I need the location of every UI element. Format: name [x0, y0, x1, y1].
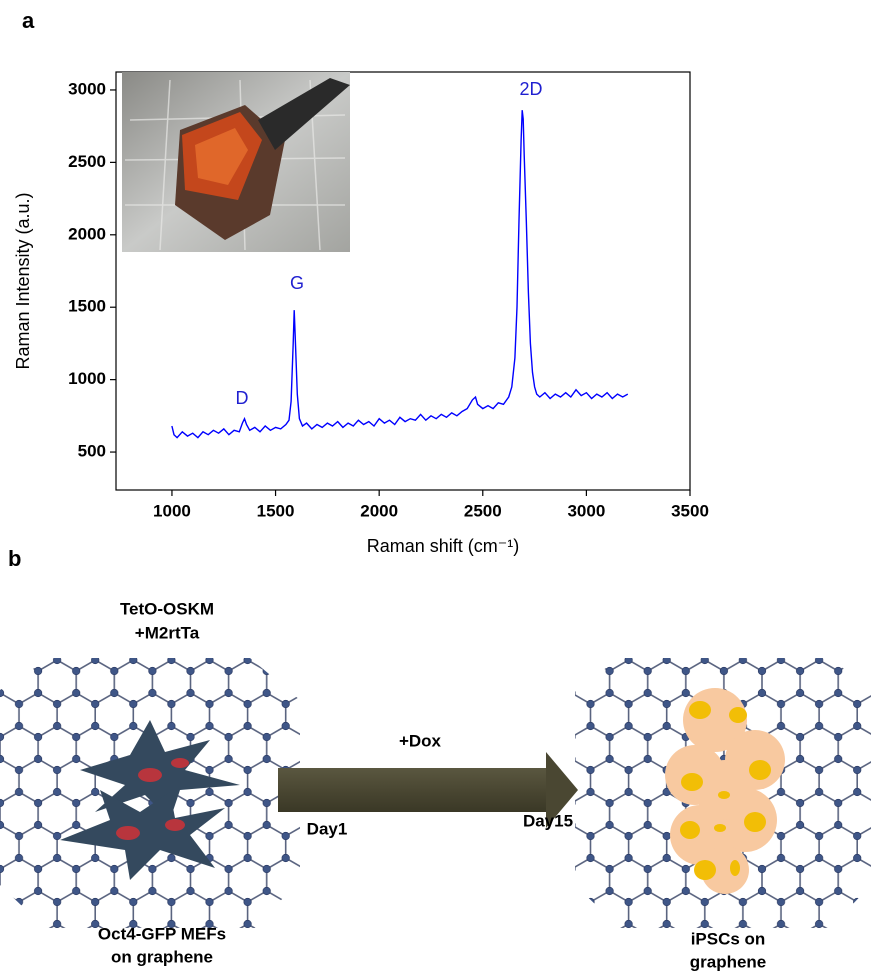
peak-label: G	[290, 273, 304, 293]
inset-photo	[122, 72, 350, 252]
x-tick-label: 2000	[360, 501, 398, 520]
panel-label: b	[8, 546, 21, 571]
x-tick-label: 1000	[153, 501, 191, 520]
y-axis-label: Raman Intensity (a.u.)	[13, 192, 33, 369]
peak-label: D	[236, 388, 249, 408]
x-axis-label: Raman shift (cm⁻¹)	[367, 536, 520, 556]
x-tick-label: 3500	[671, 501, 709, 520]
x-tick-label: 2500	[464, 501, 502, 520]
vector-label: TetO-OSKM	[120, 599, 214, 618]
caption: iPSCs on	[691, 929, 766, 948]
y-tick-label: 1000	[68, 369, 106, 388]
treatment-label: +Dox	[399, 731, 442, 750]
caption: on graphene	[111, 947, 213, 966]
caption: graphene	[690, 952, 767, 971]
y-tick-label: 2000	[68, 224, 106, 243]
peak-label: 2D	[519, 79, 542, 99]
x-tick-label: 1500	[257, 501, 295, 520]
y-tick-label: 2500	[68, 152, 106, 171]
day-label: Day15	[523, 811, 573, 830]
figure: a b TetO-OSKM +M2rtTa +Dox Day1 Day15 Oc…	[0, 0, 871, 973]
panel-label: a	[22, 8, 35, 33]
vector-label: +M2rtTa	[135, 623, 200, 642]
x-tick-label: 3000	[567, 501, 605, 520]
y-tick-label: 1500	[68, 297, 106, 316]
caption: Oct4-GFP MEFs	[98, 924, 226, 943]
y-tick-label: 500	[78, 442, 106, 461]
day-label: Day1	[307, 819, 348, 838]
y-tick-label: 3000	[68, 79, 106, 98]
